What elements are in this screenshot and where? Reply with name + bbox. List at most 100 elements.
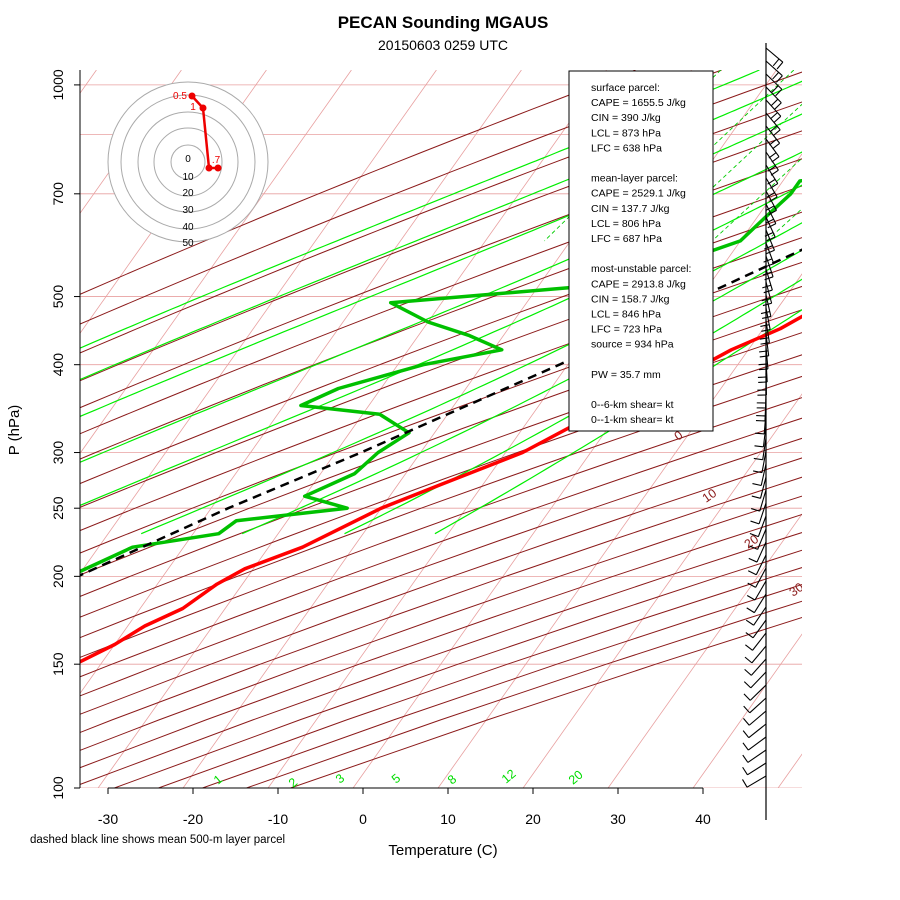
stat-line: mean-layer parcel: <box>591 173 678 185</box>
stats-box: surface parcel: CAPE = 1655.5 J/kg CIN = 3… <box>568 70 714 432</box>
hodograph-point <box>214 164 222 172</box>
dry-adiabat <box>80 309 802 576</box>
dry-adiabat <box>80 417 802 678</box>
y-tick-label: 100 <box>50 776 66 800</box>
hodograph-point-label: 0.5 <box>173 91 187 102</box>
wind-barb <box>760 294 772 319</box>
x-tick-label: -30 <box>98 811 118 827</box>
x-tick-label: -10 <box>268 811 288 827</box>
stat-line: 0--6-km shear= kt <box>591 399 674 411</box>
isotherm-line <box>692 633 802 788</box>
y-axis-label: P (hPa) <box>6 405 23 456</box>
dry-adiabat <box>80 476 802 734</box>
mixing-ratio-label: 3 <box>333 771 347 786</box>
stat-line: LFC = 687 hPa <box>591 233 662 245</box>
wind-barb <box>744 645 767 664</box>
wind-barb <box>742 723 767 739</box>
x-tick-label: -20 <box>183 811 203 827</box>
mixing-ratio-label: 20 <box>566 768 586 788</box>
footnote: dashed black line shows mean 500-m layer… <box>30 834 285 846</box>
mixing-ratio-line <box>711 157 802 242</box>
dewpoint-line <box>80 178 802 574</box>
isotherm-line <box>97 70 607 788</box>
wind-barb <box>765 112 781 137</box>
stat-line: CAPE = 1655.5 J/kg <box>591 97 686 109</box>
dry-adiabat <box>80 101 802 382</box>
dry-adiabat <box>80 130 802 409</box>
isotherm-label: 20 <box>742 532 761 551</box>
hodograph-ring-label: 40 <box>182 222 194 233</box>
wind-barb <box>764 216 776 242</box>
hodograph: 0 10 20 30 40 50 0.51 .7 <box>107 81 269 249</box>
wind-barb <box>765 47 784 70</box>
wind-barb <box>745 632 767 651</box>
wind-barb <box>753 450 767 474</box>
x-tick-label: 40 <box>695 811 711 827</box>
wind-barb <box>765 125 781 150</box>
hodograph-point <box>188 92 196 100</box>
stat-line: LFC = 638 hPa <box>591 142 662 154</box>
hodograph-ring <box>170 144 206 180</box>
dry-adiabat <box>80 457 802 715</box>
stat-line: most-unstable parcel: <box>591 263 691 275</box>
x-axis-label: Temperature (C) <box>388 842 497 859</box>
isotherm-label: 10 <box>700 486 719 505</box>
hodograph-ring-label: 10 <box>182 172 194 183</box>
wind-barb <box>742 749 767 763</box>
stat-line: 0--1-km shear= kt <box>591 414 674 426</box>
hodograph-ring-label: 0 <box>185 154 191 165</box>
chart-title: PECAN Sounding MGAUS <box>338 13 549 32</box>
wind-barb <box>745 619 767 639</box>
dry-adiabat <box>80 332 802 597</box>
stat-line: PW = 35.7 mm <box>591 369 661 381</box>
wind-barbs <box>742 43 784 820</box>
moist-adiabat <box>241 249 802 535</box>
hodograph-ring <box>153 127 223 197</box>
isotherm-label: 50 <box>808 745 827 764</box>
dry-adiabat <box>80 397 802 658</box>
wind-barb <box>746 580 767 601</box>
wind-barb <box>752 463 767 487</box>
isotherm-label: 40 <box>810 648 829 667</box>
wind-barb <box>754 424 767 448</box>
wind-barb <box>760 307 771 332</box>
isotherm-line <box>80 70 182 214</box>
wind-barb <box>749 515 767 538</box>
hodograph-point-label: .7 <box>212 155 221 166</box>
dry-adiabat <box>80 437 802 697</box>
stat-line: LCL = 846 hPa <box>591 309 661 321</box>
hodograph-ring <box>107 81 269 243</box>
wind-barb <box>743 671 767 689</box>
moist-adiabat <box>80 113 802 418</box>
mixing-ratio-label: 8 <box>445 772 459 787</box>
y-tick-label: 250 <box>50 496 66 520</box>
wind-barb <box>750 502 767 525</box>
stat-line: CIN = 158.7 J/kg <box>591 293 670 305</box>
dry-adiabat <box>202 584 802 788</box>
hodograph-trace <box>191 95 218 170</box>
dry-adiabat <box>158 567 802 788</box>
y-tick-label: 300 <box>50 441 66 465</box>
wind-barb <box>765 86 782 110</box>
mixing-ratio-line <box>816 70 900 241</box>
stat-line: CAPE = 2913.8 J/kg <box>591 278 686 290</box>
isotherm-line <box>80 70 522 695</box>
stat-line: CIN = 137.7 J/kg <box>591 203 670 215</box>
wind-barb <box>764 229 775 255</box>
hodograph-ring <box>120 94 256 230</box>
surface-parcel-line <box>838 99 900 241</box>
dry-adiabat <box>80 158 802 435</box>
hodograph-ring <box>137 111 239 213</box>
dry-adiabat <box>80 261 802 532</box>
x-tick-label: 10 <box>440 811 456 827</box>
y-tick-label: 400 <box>50 353 66 377</box>
y-tick-label: 700 <box>50 182 66 206</box>
isotherm-line <box>522 393 802 788</box>
wind-barb <box>765 190 777 216</box>
chart-subtitle: 20150603 0259 UTC <box>378 37 508 53</box>
wind-barb <box>755 411 767 435</box>
moist-adiabat <box>140 222 802 535</box>
wind-barb <box>765 60 783 83</box>
